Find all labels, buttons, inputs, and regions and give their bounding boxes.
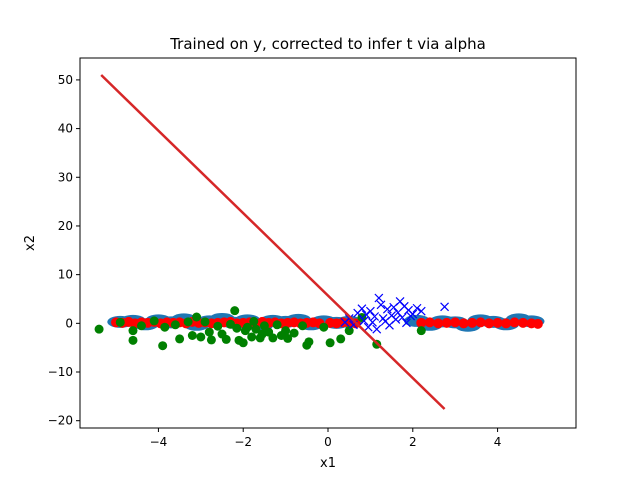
green-point	[149, 316, 159, 326]
green-point	[115, 317, 125, 327]
x-tick-label: −2	[234, 435, 252, 449]
blue-cross	[408, 309, 418, 319]
x-tick-label: 2	[409, 435, 417, 449]
blue-crosses-layer	[340, 293, 450, 334]
green-point	[242, 322, 252, 332]
green-point	[268, 333, 278, 343]
chart-title: Trained on y, corrected to infer t via a…	[169, 35, 486, 53]
x-tick-label: 0	[324, 435, 332, 449]
red-point	[416, 317, 427, 328]
red-point	[492, 317, 503, 328]
red-point	[484, 318, 495, 329]
red-point	[424, 317, 435, 328]
blue-cross	[372, 324, 382, 334]
green-point	[251, 324, 261, 334]
red-point	[501, 318, 512, 329]
blue-cross	[344, 314, 354, 323]
green-point	[272, 320, 282, 330]
blue-cross	[402, 318, 411, 328]
blue-cross	[440, 302, 450, 312]
red-point	[475, 317, 486, 328]
red-point	[509, 317, 520, 328]
blue-cross	[412, 303, 422, 313]
y-tick-label: 40	[58, 122, 73, 136]
green-point	[247, 332, 257, 342]
y-tick-label: 50	[58, 73, 73, 87]
blue-cross	[370, 312, 380, 321]
green-point	[160, 322, 170, 332]
blue-cross	[391, 315, 401, 324]
green-point	[249, 316, 259, 326]
green-point	[304, 337, 314, 347]
y-tick-label: −20	[48, 414, 73, 428]
blue-cross	[374, 293, 384, 303]
green-point	[230, 306, 240, 316]
y-tick-label: 0	[65, 316, 73, 330]
plot-frame	[79, 57, 577, 429]
green-points-layer	[94, 306, 426, 351]
decision-boundary-line	[100, 74, 446, 410]
green-point	[344, 326, 354, 336]
green-point	[319, 322, 329, 332]
blue-cross	[365, 306, 375, 316]
red-point	[467, 317, 478, 328]
blue-cross	[376, 300, 386, 310]
y-tick-label: 10	[58, 268, 73, 282]
y-ticks: −20 −10 0 10 20 30 40 50	[48, 73, 80, 428]
green-point	[238, 338, 248, 348]
x-tick-label: −4	[150, 435, 168, 449]
red-point	[532, 318, 543, 329]
red-point	[450, 317, 461, 328]
green-point	[283, 333, 293, 343]
green-point	[200, 317, 210, 327]
green-point	[136, 321, 146, 331]
x-axis-label: x1	[320, 456, 336, 471]
y-tick-label: 30	[58, 170, 73, 184]
green-point	[281, 326, 291, 336]
green-point	[196, 332, 206, 342]
x-tick-label: 4	[494, 435, 502, 449]
green-point	[298, 321, 308, 331]
green-point	[187, 331, 197, 340]
green-point	[128, 326, 138, 336]
green-point	[289, 328, 299, 338]
green-point	[204, 327, 214, 337]
red-point	[441, 317, 452, 328]
green-point	[213, 321, 223, 331]
green-point	[259, 321, 269, 331]
green-point	[94, 324, 104, 334]
red-point	[458, 318, 469, 329]
green-point	[170, 320, 180, 330]
blue-cross	[359, 316, 369, 326]
y-tick-label: 20	[58, 219, 73, 233]
green-point	[206, 335, 216, 345]
boundary-line-layer	[100, 74, 446, 410]
red-point	[518, 317, 529, 328]
green-point	[158, 341, 168, 351]
blue-cross	[416, 306, 426, 316]
green-point	[221, 334, 231, 344]
blue-cross	[357, 304, 367, 314]
green-point	[128, 335, 138, 345]
green-point	[336, 334, 346, 344]
red-point	[433, 318, 444, 329]
green-point	[175, 334, 185, 344]
x-ticks: −4 −2 0 2 4	[150, 428, 502, 449]
green-point	[325, 338, 335, 348]
green-point	[183, 317, 193, 327]
green-point	[416, 326, 426, 336]
green-point	[232, 323, 242, 333]
green-point	[192, 312, 202, 322]
y-tick-label: −10	[48, 365, 73, 379]
blue-cross	[397, 313, 407, 322]
blue-cross	[368, 317, 377, 327]
y-axis-label: x2	[23, 235, 38, 251]
blue-cross	[382, 304, 392, 314]
